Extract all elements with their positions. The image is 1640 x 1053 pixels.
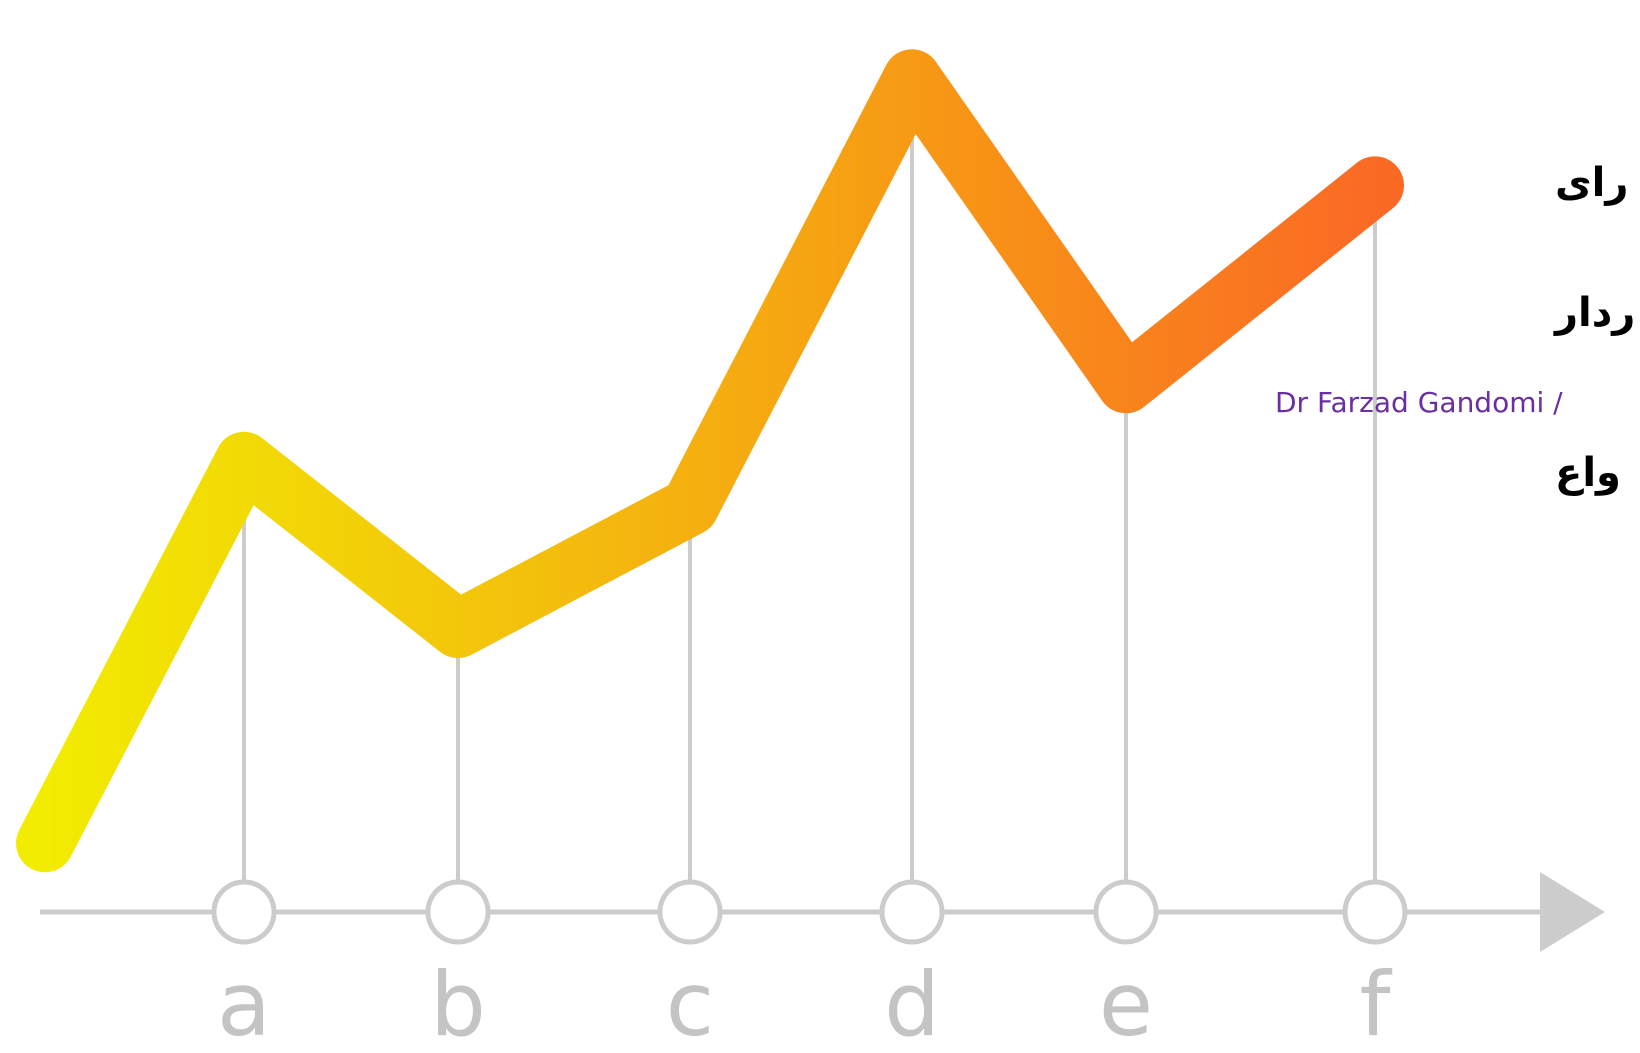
- x-axis: [40, 872, 1605, 952]
- axis-marker-c: [657, 879, 723, 945]
- credit-label: Dr Farzad Gandomi /: [1275, 386, 1563, 419]
- drop-lines: [242, 78, 1377, 912]
- tick-label-f: f: [1360, 953, 1393, 1053]
- x-axis-arrow-icon: [1540, 872, 1605, 952]
- overlay-text-line-3: واع: [1555, 450, 1621, 496]
- tick-label-e: e: [1099, 953, 1153, 1053]
- data-series: [16, 49, 1404, 873]
- axis-marker-b: [425, 879, 491, 945]
- x-tick-labels: a b c d e f: [217, 953, 1392, 1053]
- series-line: [16, 49, 1404, 873]
- axis-marker-e: [1093, 879, 1159, 945]
- tick-label-a: a: [217, 953, 271, 1053]
- tick-label-b: b: [430, 953, 486, 1053]
- tick-label-c: c: [666, 953, 714, 1053]
- axis-marker-a: [211, 879, 277, 945]
- overlay-text-line-2: ردار: [1555, 290, 1636, 336]
- overlay-text-line-1: رای: [1555, 160, 1629, 206]
- axis-marker-d: [879, 879, 945, 945]
- tick-label-d: d: [884, 953, 940, 1053]
- axis-marker-f: [1342, 879, 1408, 945]
